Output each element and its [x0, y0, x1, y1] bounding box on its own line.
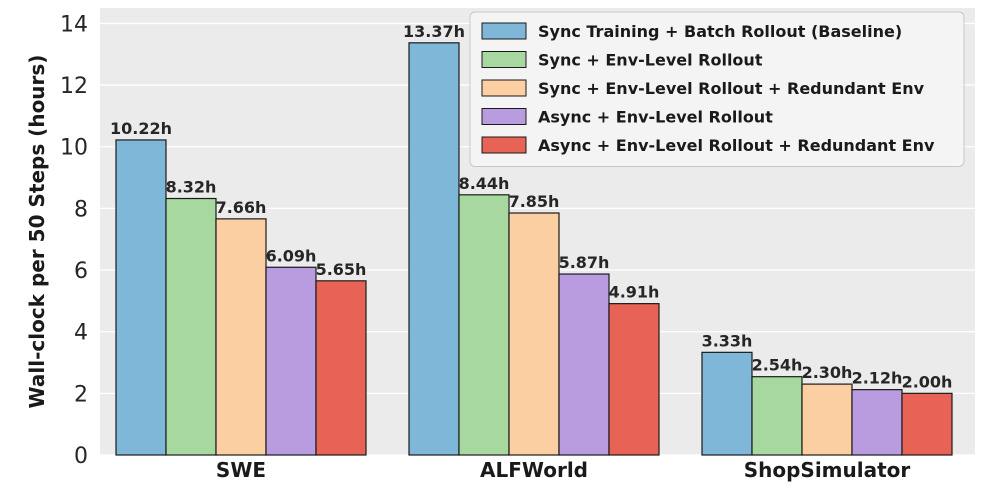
- legend-swatch: [481, 22, 527, 40]
- x-category-label: SWE: [216, 458, 266, 482]
- y-tick-label: 2: [74, 382, 88, 407]
- bar: [851, 389, 903, 456]
- x-category-labels: SWE ALFWorld ShopSimulator: [216, 458, 910, 482]
- bar-value-label: 6.09h: [266, 246, 317, 265]
- legend-box: [469, 11, 965, 167]
- bar: [558, 273, 610, 456]
- y-tick-label: 8: [74, 197, 88, 222]
- bar: [901, 392, 953, 456]
- bar: [701, 351, 753, 456]
- y-axis-title: Wall-clock per 50 Steps (hours): [25, 55, 49, 409]
- bar-value-label: 2.12h: [852, 369, 903, 388]
- x-category-label: ALFWorld: [480, 458, 588, 482]
- bar: [265, 266, 317, 456]
- bar-value-label: 2.00h: [902, 372, 953, 391]
- bar-value-label: 8.32h: [166, 178, 217, 197]
- bar: [508, 212, 560, 456]
- bar-value-label: 7.66h: [216, 198, 267, 217]
- x-category-label: ShopSimulator: [744, 458, 911, 482]
- bar: [215, 218, 267, 456]
- bar: [315, 280, 367, 456]
- bar-value-label: 3.33h: [702, 331, 753, 350]
- legend-swatch: [481, 79, 527, 97]
- bar: [115, 139, 167, 456]
- bar-value-label: 13.37h: [403, 22, 465, 41]
- bar-value-label: 5.87h: [559, 253, 610, 272]
- bar: [801, 383, 853, 456]
- bar: [751, 376, 803, 456]
- legend-entry: Sync + Env-Level Rollout: [538, 51, 763, 70]
- bar-value-label: 2.30h: [802, 363, 853, 382]
- legend-entry: Async + Env-Level Rollout + Redundant En…: [538, 136, 935, 155]
- bar-value-label: 10.22h: [110, 119, 172, 138]
- y-tick-label: 10: [60, 136, 88, 161]
- legend: Sync Training + Batch Rollout (Baseline)…: [469, 11, 965, 167]
- bar-value-label: 2.54h: [752, 356, 803, 375]
- legend-swatch: [481, 108, 527, 125]
- bar: [458, 194, 510, 456]
- y-tick-label: 0: [74, 444, 88, 469]
- legend-swatch: [481, 136, 527, 154]
- legend-swatch: [481, 51, 527, 68]
- y-tick-label: 12: [60, 74, 88, 99]
- bar-value-label: 8.44h: [459, 174, 510, 193]
- legend-entry: Sync + Env-Level Rollout + Redundant Env: [538, 79, 925, 98]
- legend-entry: Async + Env-Level Rollout: [538, 108, 773, 127]
- legend-entry: Sync Training + Batch Rollout (Baseline): [538, 22, 902, 41]
- bar: [165, 197, 217, 456]
- bars: [115, 42, 953, 456]
- bar: [608, 303, 660, 456]
- bar-value-label: 5.65h: [316, 260, 367, 279]
- y-tick-label: 6: [74, 259, 88, 284]
- y-tick-label: 4: [74, 321, 88, 346]
- y-ticks: 0 2 4 6 8 10 12 14: [60, 12, 88, 469]
- y-tick-label: 14: [60, 12, 88, 37]
- bar-value-label: 4.91h: [609, 283, 660, 302]
- bar-value-label: 7.85h: [509, 192, 560, 211]
- bar: [408, 42, 460, 456]
